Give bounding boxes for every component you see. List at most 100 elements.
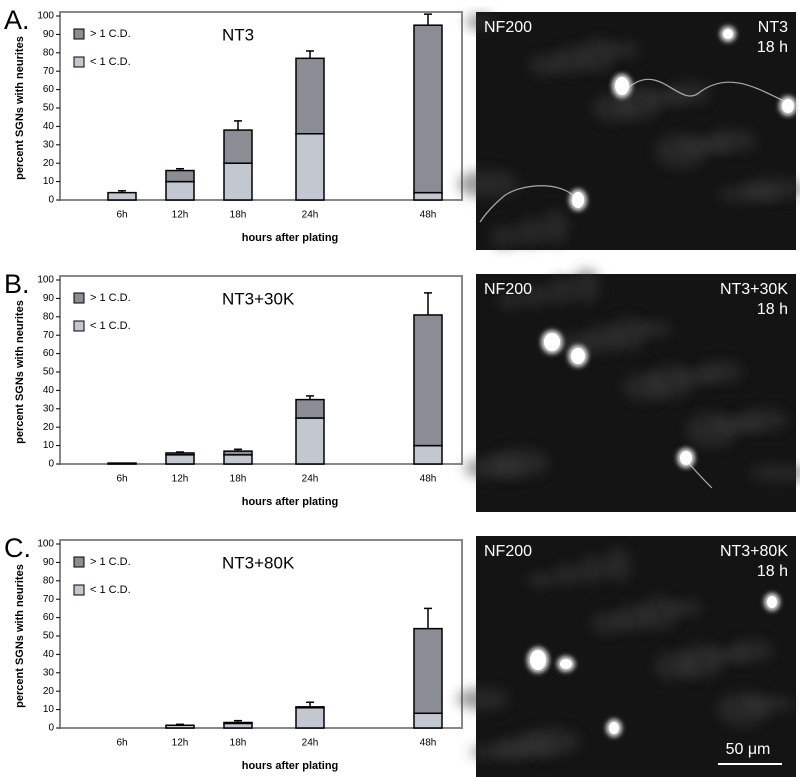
x-tick-label: 48h xyxy=(420,474,437,485)
background-texture xyxy=(736,409,788,431)
condition-label: NT3 xyxy=(758,19,788,36)
stain-label: NF200 xyxy=(484,281,532,298)
bar-segment xyxy=(295,398,325,419)
micrograph xyxy=(464,269,800,512)
plot-frame xyxy=(59,275,463,465)
legend-swatch xyxy=(73,556,85,568)
error-bar xyxy=(234,719,242,723)
error-bar xyxy=(424,13,432,26)
y-tick-label: 70 xyxy=(43,330,55,341)
bar-segment xyxy=(295,57,325,135)
y-tick-label: 70 xyxy=(43,66,55,77)
bar-segment xyxy=(295,707,325,729)
background-texture xyxy=(516,218,544,246)
x-tick-label: 18h xyxy=(230,738,247,749)
time-label: 18 h xyxy=(757,563,788,580)
panel-label: C. xyxy=(4,533,31,563)
y-tick-label: 30 xyxy=(43,403,55,414)
neurite xyxy=(627,78,787,103)
bar-segment xyxy=(223,454,253,465)
y-tick-label: 30 xyxy=(43,667,55,678)
background-texture xyxy=(458,170,518,198)
background-texture xyxy=(541,210,569,244)
micrograph xyxy=(457,536,796,777)
background-texture xyxy=(743,178,800,200)
legend-label: < 1 C.D. xyxy=(90,584,131,596)
bar-segment xyxy=(295,706,325,709)
x-tick-label: 6h xyxy=(116,210,127,221)
background-texture xyxy=(666,600,702,616)
panel-label: A. xyxy=(4,5,30,35)
error-bar xyxy=(176,723,184,726)
scale-bar-label: 50 μm xyxy=(726,741,771,758)
y-tick-label: 30 xyxy=(43,139,55,150)
x-tick-label: 12h xyxy=(172,210,189,221)
y-tick-label: 50 xyxy=(43,631,55,642)
bar-segment xyxy=(223,162,253,201)
y-tick-label: 80 xyxy=(43,311,55,322)
bar-segment xyxy=(413,24,443,194)
y-tick-label: 10 xyxy=(43,440,55,451)
background-texture xyxy=(520,728,580,756)
y-tick-label: 20 xyxy=(43,158,55,169)
legend-swatch xyxy=(73,28,85,40)
plot-frame xyxy=(59,539,463,729)
y-tick-label: 50 xyxy=(43,367,55,378)
bar-segment xyxy=(165,169,195,183)
error-bar xyxy=(118,190,126,193)
plot-frame xyxy=(59,11,463,201)
cell-body xyxy=(615,77,629,95)
background-texture xyxy=(491,226,519,248)
y-axis-label: percent SGNs with neurites xyxy=(14,564,26,708)
error-bar xyxy=(176,451,184,453)
background-texture xyxy=(553,564,581,586)
legend-swatch xyxy=(73,320,85,332)
legend-label: > 1 C.D. xyxy=(90,28,131,40)
legend-label: > 1 C.D. xyxy=(90,292,131,304)
x-axis-label: hours after plating xyxy=(242,760,339,772)
stain-label: NF200 xyxy=(484,543,532,560)
condition-label: NT3+80K xyxy=(720,543,788,560)
y-tick-label: 60 xyxy=(43,84,55,95)
bar-segment xyxy=(165,452,195,456)
legend-label: < 1 C.D. xyxy=(90,320,131,332)
bar-segment xyxy=(223,721,253,725)
condition-label: NT3+30K xyxy=(720,281,788,298)
y-axis-label: percent SGNs with neurites xyxy=(14,300,26,444)
legend-swatch xyxy=(73,56,85,68)
chart-title: NT3+80K xyxy=(222,553,295,572)
y-tick-label: 60 xyxy=(43,348,55,359)
x-tick-label: 18h xyxy=(230,474,247,485)
legend-label: > 1 C.D. xyxy=(90,556,131,568)
y-tick-label: 100 xyxy=(37,275,54,286)
x-tick-label: 24h xyxy=(302,738,319,749)
y-tick-label: 80 xyxy=(43,47,55,58)
bar-segment xyxy=(165,180,195,201)
y-tick-label: 80 xyxy=(43,575,55,586)
bar-segment xyxy=(107,191,137,201)
x-tick-label: 12h xyxy=(172,474,189,485)
stain-label: NF200 xyxy=(484,19,532,36)
error-bar xyxy=(306,50,314,59)
x-tick-label: 12h xyxy=(172,738,189,749)
y-tick-label: 100 xyxy=(37,11,54,22)
y-tick-label: 40 xyxy=(43,121,55,132)
background-texture xyxy=(667,82,711,104)
cell-body xyxy=(723,29,733,39)
background-texture xyxy=(749,465,800,481)
time-label: 18 h xyxy=(757,301,788,318)
x-tick-label: 24h xyxy=(302,210,319,221)
y-tick-label: 10 xyxy=(43,704,55,715)
time-label: 18 h xyxy=(757,39,788,56)
y-tick-label: 90 xyxy=(43,29,55,40)
x-tick-label: 6h xyxy=(116,738,127,749)
background-texture xyxy=(578,556,606,584)
y-tick-label: 90 xyxy=(43,557,55,568)
background-texture xyxy=(497,293,525,309)
background-texture xyxy=(457,688,509,710)
chart-title: NT3+30K xyxy=(222,289,295,308)
background-texture xyxy=(604,42,640,58)
bar-segment xyxy=(223,450,253,456)
x-tick-label: 18h xyxy=(230,210,247,221)
y-tick-label: 20 xyxy=(43,422,55,433)
